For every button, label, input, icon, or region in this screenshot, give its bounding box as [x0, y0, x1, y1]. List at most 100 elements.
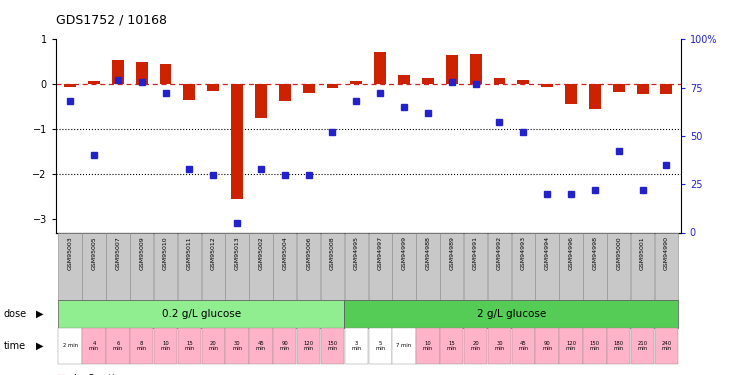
Bar — [83, 328, 106, 364]
Text: GSM95011: GSM95011 — [187, 236, 192, 270]
Bar — [64, 84, 76, 87]
Bar — [344, 232, 368, 300]
Bar — [607, 328, 630, 364]
Bar — [344, 328, 368, 364]
Text: GSM95006: GSM95006 — [306, 236, 311, 270]
Bar — [321, 328, 344, 364]
Text: 10
min: 10 min — [423, 341, 433, 351]
Bar — [154, 232, 177, 300]
Text: 7 min: 7 min — [397, 344, 411, 348]
Bar — [517, 80, 529, 84]
Bar — [249, 232, 272, 300]
Text: log2 ratio: log2 ratio — [74, 374, 121, 375]
Text: GSM94994: GSM94994 — [545, 236, 550, 270]
Text: GSM94998: GSM94998 — [592, 236, 597, 270]
Bar — [202, 232, 225, 300]
Text: 2 g/L glucose: 2 g/L glucose — [477, 309, 546, 319]
Bar — [488, 328, 511, 364]
Text: 45
min: 45 min — [256, 341, 266, 351]
Bar — [59, 328, 82, 364]
Text: GSM95009: GSM95009 — [139, 236, 144, 270]
Bar — [559, 328, 583, 364]
Text: 180
min: 180 min — [614, 341, 623, 351]
Bar — [273, 232, 296, 300]
Bar — [440, 328, 464, 364]
Text: 10
min: 10 min — [161, 341, 170, 351]
Bar — [327, 84, 339, 88]
Text: 150
min: 150 min — [590, 341, 600, 351]
Bar — [135, 62, 147, 84]
Bar — [631, 328, 654, 364]
Text: 0.2 g/L glucose: 0.2 g/L glucose — [161, 309, 241, 319]
Bar — [130, 232, 153, 300]
Text: GSM95004: GSM95004 — [282, 236, 287, 270]
Bar — [374, 52, 386, 84]
Bar — [583, 328, 606, 364]
Bar — [392, 232, 416, 300]
Text: 90
min: 90 min — [280, 341, 290, 351]
Bar — [202, 328, 225, 364]
Text: 210
min: 210 min — [638, 341, 648, 351]
Bar — [464, 328, 487, 364]
Text: GSM95010: GSM95010 — [163, 236, 168, 270]
Text: 15
min: 15 min — [185, 341, 194, 351]
Text: GSM95002: GSM95002 — [258, 236, 263, 270]
Text: 2 min: 2 min — [62, 344, 77, 348]
Text: GSM94992: GSM94992 — [497, 236, 502, 270]
Text: GSM95013: GSM95013 — [234, 236, 240, 270]
Text: GSM95005: GSM95005 — [92, 236, 97, 270]
Bar — [297, 328, 321, 364]
Text: GSM94988: GSM94988 — [426, 236, 431, 270]
Bar — [273, 328, 296, 364]
Bar — [655, 328, 678, 364]
Text: dose: dose — [4, 309, 27, 319]
Bar — [321, 232, 344, 300]
Text: 120
min: 120 min — [566, 341, 576, 351]
Bar — [58, 300, 344, 328]
Bar — [589, 84, 601, 109]
Bar — [159, 64, 171, 84]
Text: 45
min: 45 min — [519, 341, 528, 351]
Text: GSM94990: GSM94990 — [664, 236, 669, 270]
Text: GSM94991: GSM94991 — [473, 236, 478, 270]
Bar — [279, 84, 291, 101]
Bar — [607, 232, 630, 300]
Text: GDS1752 / 10168: GDS1752 / 10168 — [56, 13, 167, 26]
Bar — [106, 232, 129, 300]
Bar — [154, 328, 177, 364]
Bar — [368, 232, 392, 300]
Text: GSM94996: GSM94996 — [568, 236, 574, 270]
Bar — [631, 232, 654, 300]
Text: 8
min: 8 min — [137, 341, 147, 351]
Bar — [225, 328, 248, 364]
Text: 15
min: 15 min — [446, 341, 457, 351]
Text: 20
min: 20 min — [470, 341, 481, 351]
Bar — [416, 328, 440, 364]
Text: GSM94989: GSM94989 — [449, 236, 455, 270]
Bar — [440, 232, 464, 300]
Bar — [613, 84, 625, 92]
Bar — [112, 60, 124, 84]
Bar — [416, 232, 440, 300]
Text: 120
min: 120 min — [304, 341, 314, 351]
Bar — [536, 232, 559, 300]
Bar — [422, 78, 434, 84]
Text: 240
min: 240 min — [661, 341, 672, 351]
Bar — [249, 328, 272, 364]
Text: ▶: ▶ — [36, 309, 43, 319]
Bar — [488, 232, 511, 300]
Bar — [536, 328, 559, 364]
Bar — [583, 232, 606, 300]
Bar — [350, 81, 362, 84]
Text: GSM94999: GSM94999 — [402, 236, 406, 270]
Text: time: time — [4, 341, 26, 351]
Text: 6
min: 6 min — [113, 341, 123, 351]
Bar — [184, 84, 196, 100]
Text: GSM95008: GSM95008 — [330, 236, 335, 270]
Text: GSM95012: GSM95012 — [211, 236, 216, 270]
Text: ■: ■ — [56, 374, 66, 375]
Bar — [469, 54, 481, 84]
Bar — [59, 232, 82, 300]
Bar — [83, 232, 106, 300]
Text: 5
min: 5 min — [375, 341, 385, 351]
